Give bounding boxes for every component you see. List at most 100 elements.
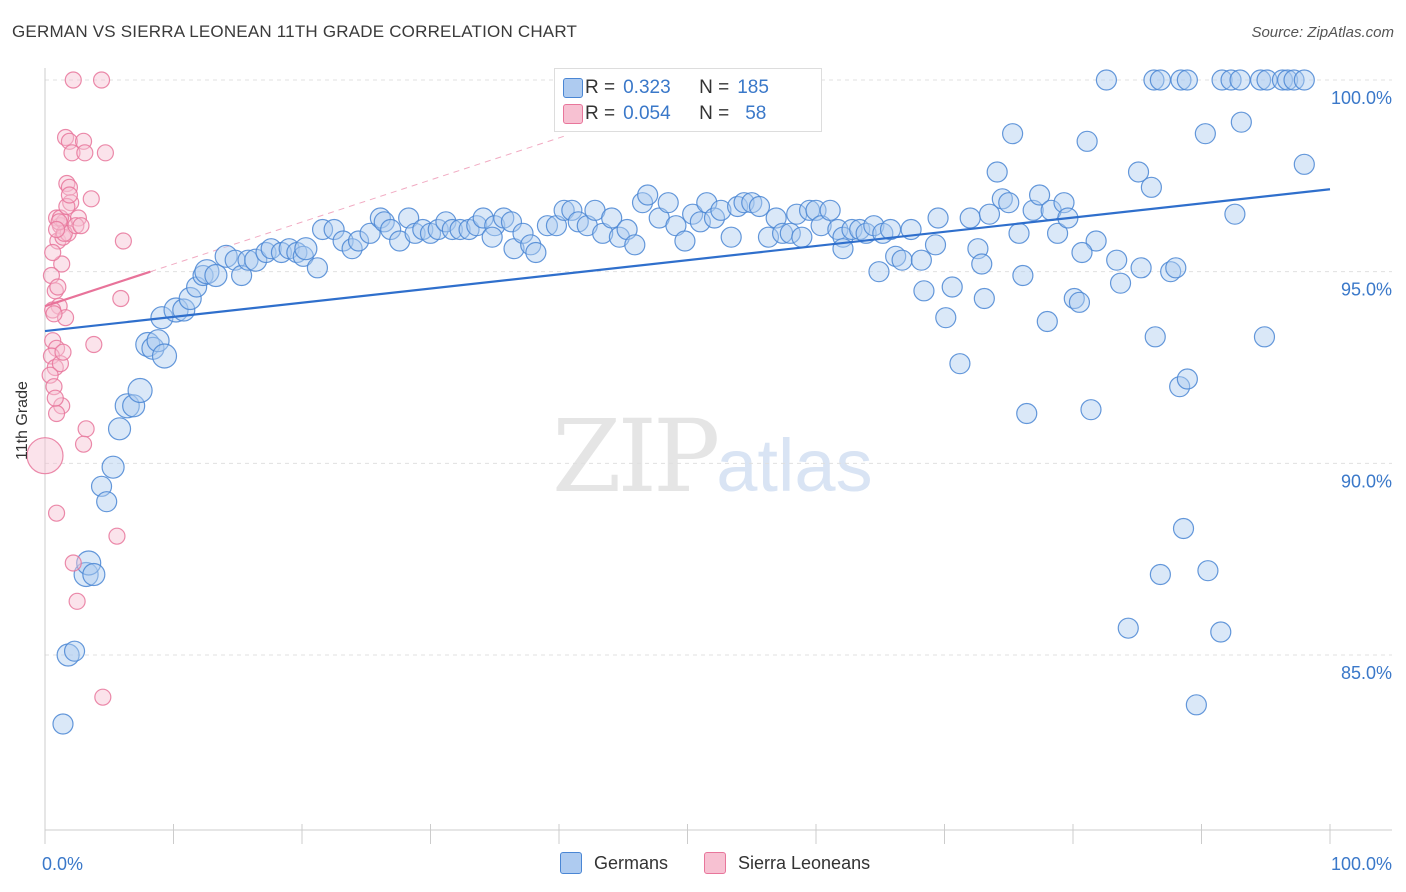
german-point [674,230,696,252]
german-point [849,218,871,241]
german-point [710,199,732,221]
german-point [1172,517,1195,540]
sierra-point [76,144,94,162]
german-point [63,640,86,662]
german-point [1230,111,1252,133]
german-point [1117,617,1139,639]
german-point [1276,69,1299,91]
german-point [855,222,877,244]
sierra-trend-line [44,270,151,308]
german-point [1143,69,1165,91]
german-point [1076,130,1098,152]
y-axis-label: 11th Grade [14,381,31,460]
german-point [1250,69,1272,91]
german-point [959,207,981,229]
sierra-point [54,343,72,361]
x-tick-label: 100.0% [1331,854,1392,874]
sierra-point [72,217,90,235]
german-point [323,218,345,241]
sierra-point [60,186,79,204]
german-point [1095,69,1118,91]
bottom-legend-swatch-sierra [704,852,726,874]
sierra-point [63,144,81,162]
german-point [1127,161,1150,183]
sierra-point [49,278,67,296]
bottom-legend-sierra: Sierra Leoneans [704,852,870,874]
german-point [1229,69,1251,91]
german-point [553,199,575,221]
german-point [924,234,947,256]
german-point [637,184,659,206]
german-point [1176,69,1198,91]
legend-r-germans: 0.323 [623,77,671,98]
sierra-point [26,437,64,475]
german-point [82,562,106,587]
german-point [791,226,813,248]
german-point [1197,560,1219,582]
german-point [294,237,318,261]
sierra-trend-extension [150,135,566,273]
german-point [1016,402,1038,425]
german-point [998,192,1020,214]
german-point [1149,69,1171,91]
german-point [1008,222,1030,244]
sierra-point [108,527,126,545]
german-point [601,207,623,229]
bottom-legend-label-germans: Germans [594,852,669,873]
german-point [146,329,170,353]
german-point [1210,621,1232,643]
german-point [389,230,411,252]
x-tick-label: 0.0% [42,854,83,874]
legend-swatch-germans [563,78,583,98]
german-point [913,280,935,302]
german-point [1170,69,1192,91]
german-point [525,241,547,264]
german-point [122,394,146,418]
german-point [244,248,268,272]
german-point [481,226,503,248]
german-point [1071,241,1093,264]
sierra-point [67,217,85,235]
y-tick-label: 95.0% [1341,280,1392,300]
sierra-point [44,243,62,262]
sierra-point [47,220,66,239]
german-point [536,215,559,237]
sierra-point [92,71,111,89]
correlation-legend: R = 0.323 N = 185 R = 0.054 N = 58 [554,68,822,132]
german-point [1211,69,1233,91]
german-point [885,245,907,267]
bottom-legend-germans: Germans [560,852,668,874]
sierra-point [96,144,114,162]
german-point [1106,249,1128,271]
german-point [1046,222,1069,244]
sierra-point [47,404,66,423]
german-point [727,195,749,218]
german-point [1185,694,1207,716]
german-point [1012,264,1034,287]
german-point [949,353,971,375]
sierra-point [68,592,86,610]
german-point [1271,69,1294,91]
german-point [819,199,841,221]
german-point [891,249,913,271]
german-point [978,203,1001,225]
german-point [1224,203,1246,225]
german-point [500,211,523,233]
german-point [306,257,329,279]
legend-row-germans: R = 0.323 N = 185 [563,75,769,101]
sierra-point [47,504,66,522]
sierra-point [64,71,82,89]
legend-row-sierra: R = 0.054 N = 58 [563,101,766,127]
german-point [720,226,742,248]
german-point [101,455,125,479]
german-point [910,249,932,271]
german-point [1149,563,1171,586]
german-point [52,713,74,735]
german-point [576,215,598,237]
german-point [1165,257,1187,279]
german-point [1085,230,1107,252]
german-point [127,377,153,404]
legend-n-label: N = [699,77,730,98]
german-trend-line [44,188,1331,333]
